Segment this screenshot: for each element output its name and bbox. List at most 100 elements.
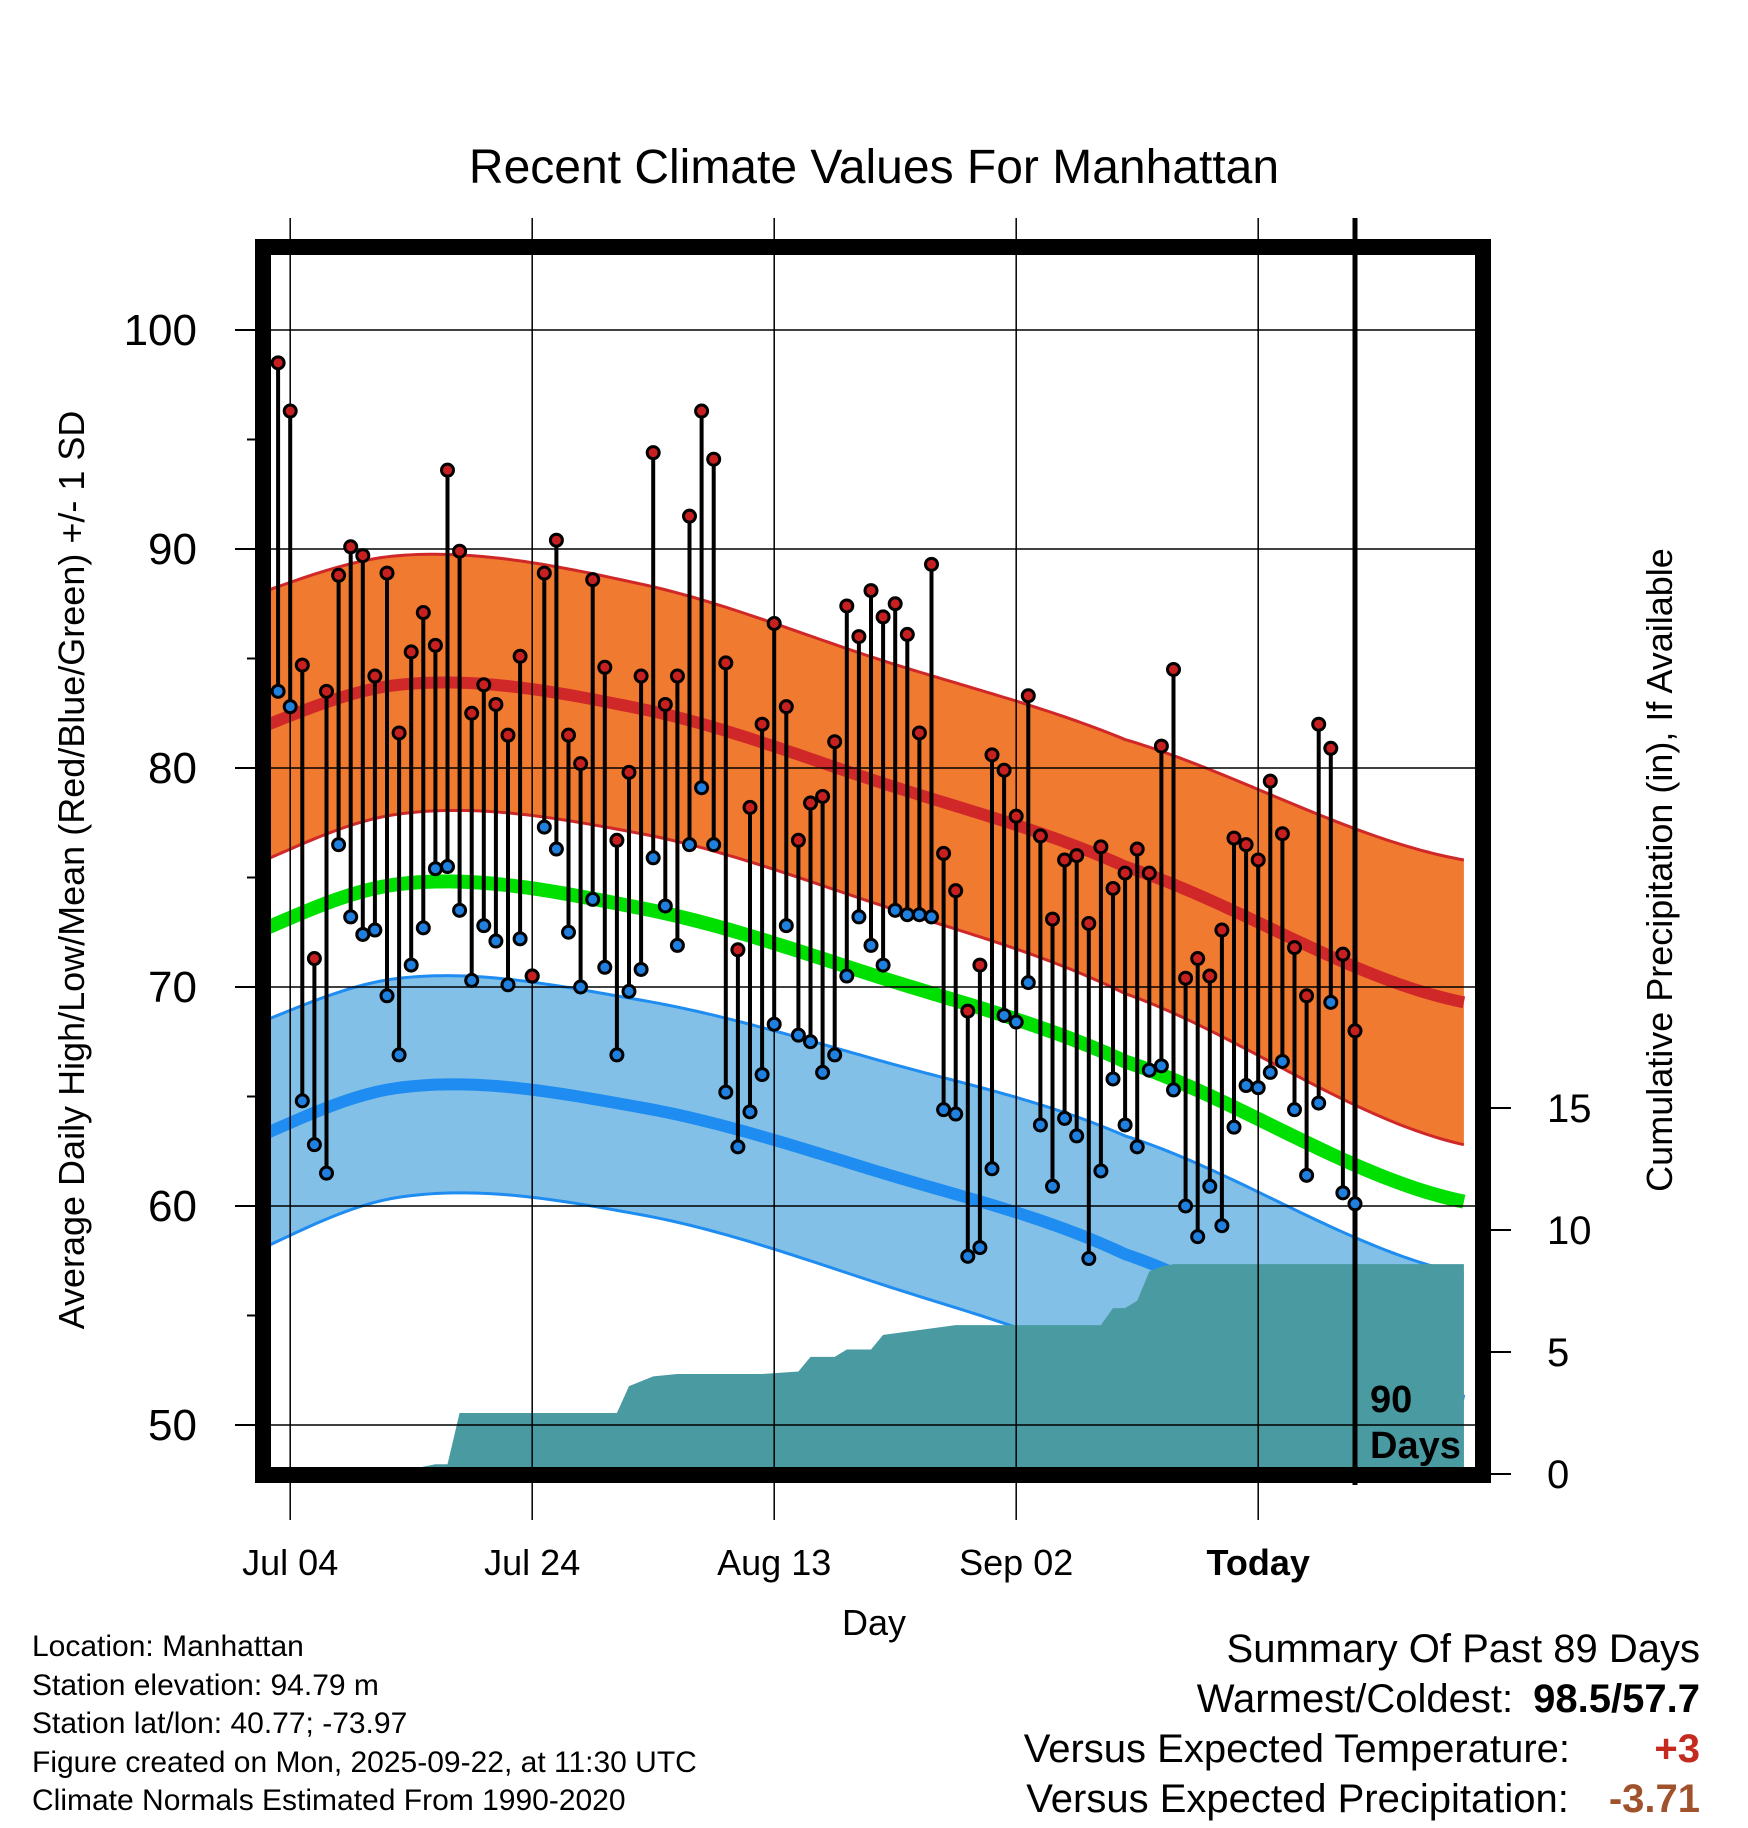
daily-low-point <box>1250 1080 1266 1096</box>
x-tick-label: Today <box>1207 1542 1310 1583</box>
daily-high-point <box>1214 922 1230 938</box>
daily-high-point <box>367 668 383 684</box>
daily-high-point <box>1069 848 1085 864</box>
daily-low-point <box>1008 1014 1024 1030</box>
daily-high-point <box>609 832 625 848</box>
y-tick-label: 80 <box>148 744 197 793</box>
daily-high-point <box>694 403 710 419</box>
daily-low-point <box>887 902 903 918</box>
daily-low-point <box>476 918 492 934</box>
daily-low-point <box>403 957 419 973</box>
daily-high-point <box>597 659 613 675</box>
daily-low-point <box>996 1007 1012 1023</box>
daily-low-point <box>1093 1163 1109 1179</box>
daily-high-point <box>1057 852 1073 868</box>
daily-low-point <box>766 1016 782 1032</box>
precip-value: -3.71 <box>1608 1777 1700 1821</box>
daily-high-point <box>633 668 649 684</box>
daily-high-point <box>1287 940 1302 956</box>
daily-high-point <box>984 747 1000 763</box>
daily-low-point <box>778 918 794 934</box>
daily-high-point <box>839 598 855 614</box>
latlon-text: Station lat/lon: 40.77; -73.97 <box>32 1707 408 1740</box>
summary-panel: Summary Of Past 89 Days Warmest/Coldest:… <box>1024 1624 1700 1824</box>
daily-low-point <box>1262 1064 1278 1080</box>
daily-low-point <box>585 891 601 907</box>
daily-high-point <box>464 705 480 721</box>
daily-low-point <box>1274 1053 1290 1069</box>
daily-high-point <box>887 596 903 612</box>
daily-high-point <box>391 725 407 741</box>
daily-high-point <box>621 764 637 780</box>
daily-low-point <box>621 983 637 999</box>
plot-frame <box>255 239 1491 1483</box>
daily-low-point <box>270 683 286 699</box>
created-text: Figure created on Mon, 2025-09-22, at 11… <box>32 1745 697 1779</box>
daily-low-point <box>669 937 685 953</box>
y2-tick-label: 5 <box>1547 1331 1569 1375</box>
daily-low-point <box>851 909 867 925</box>
daily-low-point <box>561 924 576 940</box>
daily-low-point <box>911 907 927 923</box>
warmest-value: 98.5 <box>1533 1677 1612 1721</box>
daily-low-point <box>440 859 455 875</box>
daily-high-point <box>1153 738 1169 754</box>
daily-low-point <box>718 1084 734 1100</box>
daily-high-point <box>851 629 867 645</box>
daily-low-point <box>694 780 710 796</box>
daily-low-point <box>972 1240 988 1256</box>
daily-high-point <box>355 548 371 564</box>
daily-high-point <box>1045 911 1060 927</box>
daily-low-point <box>1081 1251 1097 1267</box>
daily-high-point <box>960 1003 976 1019</box>
daily-low-point <box>573 979 589 995</box>
daily-low-point <box>803 1034 818 1050</box>
daily-low-point <box>282 699 298 715</box>
daily-high-point <box>1250 852 1266 868</box>
temp-row: Versus Expected Temperature: +3 <box>1024 1724 1700 1774</box>
daily-low-point <box>1214 1218 1230 1234</box>
daily-low-point <box>1045 1178 1060 1194</box>
daily-high-point <box>488 696 504 712</box>
daily-low-point <box>452 902 468 918</box>
daily-low-point <box>1347 1196 1363 1212</box>
daily-low-point <box>1032 1117 1048 1133</box>
daily-low-point <box>536 819 552 835</box>
daily-high-point <box>524 968 540 984</box>
daily-high-point <box>319 683 334 699</box>
daily-high-point <box>754 716 770 732</box>
summary-heading: Summary Of Past 89 Days <box>1226 1627 1700 1671</box>
daily-high-point <box>294 657 310 673</box>
elevation-text: Station elevation: 94.79 m <box>32 1668 379 1702</box>
days-annotation-line1: 90 <box>1370 1379 1412 1421</box>
daily-high-point <box>863 583 879 599</box>
daily-low-point <box>657 898 673 914</box>
daily-high-point <box>585 572 601 588</box>
daily-high-point <box>282 403 298 419</box>
daily-high-point <box>682 508 697 524</box>
daily-low-point <box>1105 1071 1121 1087</box>
daily-low-point <box>379 988 395 1004</box>
daily-low-point <box>730 1139 746 1155</box>
x-tick-label: Sep 02 <box>959 1542 1073 1583</box>
y-tick-label: 70 <box>148 963 197 1012</box>
daily-low-point <box>875 957 891 973</box>
daily-high-point <box>1105 880 1121 896</box>
daily-high-point <box>500 727 516 743</box>
daily-low-point <box>1190 1229 1206 1245</box>
daily-low-point <box>1202 1178 1218 1194</box>
daily-high-point <box>996 762 1012 778</box>
daily-low-point <box>754 1067 770 1083</box>
daily-low-point <box>682 837 697 853</box>
daily-low-point <box>1287 1102 1302 1118</box>
warm-cold-slash: / <box>1611 1677 1623 1721</box>
daily-high-point <box>1141 865 1157 881</box>
daily-high-point <box>343 539 359 555</box>
high-normal-band <box>263 554 1464 1145</box>
daily-high-point <box>730 942 746 958</box>
daily-high-point <box>1190 951 1206 967</box>
daily-low-point <box>331 837 347 853</box>
daily-high-point <box>669 668 685 684</box>
chart-title: Recent Climate Values For Manhattan <box>469 141 1279 194</box>
precip-row: Versus Expected Precipitation: -3.71 <box>1024 1774 1700 1824</box>
